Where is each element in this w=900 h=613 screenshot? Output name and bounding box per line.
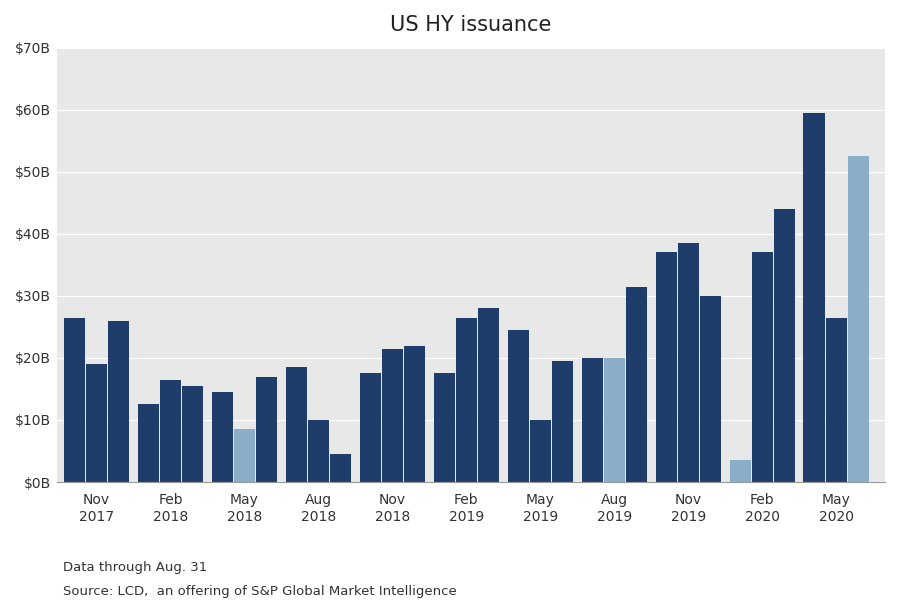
- Bar: [604, 358, 625, 482]
- Bar: [825, 318, 847, 482]
- Text: Source: LCD,  an offering of S&P Global Market Intelligence: Source: LCD, an offering of S&P Global M…: [63, 585, 456, 598]
- Bar: [678, 243, 698, 482]
- Bar: [234, 429, 255, 482]
- Bar: [581, 358, 603, 482]
- Bar: [804, 113, 824, 482]
- Bar: [700, 296, 721, 482]
- Bar: [160, 379, 181, 482]
- Bar: [286, 367, 307, 482]
- Bar: [530, 420, 551, 482]
- Bar: [434, 373, 454, 482]
- Bar: [404, 346, 425, 482]
- Bar: [456, 318, 477, 482]
- Bar: [655, 253, 677, 482]
- Bar: [256, 376, 277, 482]
- Bar: [848, 156, 868, 482]
- Bar: [212, 392, 233, 482]
- Bar: [752, 253, 773, 482]
- Bar: [138, 405, 159, 482]
- Bar: [360, 373, 381, 482]
- Bar: [108, 321, 130, 482]
- Title: US HY issuance: US HY issuance: [391, 15, 552, 35]
- Bar: [330, 454, 351, 482]
- Bar: [86, 364, 107, 482]
- Bar: [382, 349, 403, 482]
- Bar: [478, 308, 500, 482]
- Bar: [626, 286, 647, 482]
- Bar: [508, 330, 528, 482]
- Bar: [774, 209, 795, 482]
- Bar: [308, 420, 329, 482]
- Bar: [730, 460, 751, 482]
- Text: Data through Aug. 31: Data through Aug. 31: [63, 561, 207, 574]
- Bar: [183, 386, 203, 482]
- Bar: [552, 361, 573, 482]
- Bar: [64, 318, 85, 482]
